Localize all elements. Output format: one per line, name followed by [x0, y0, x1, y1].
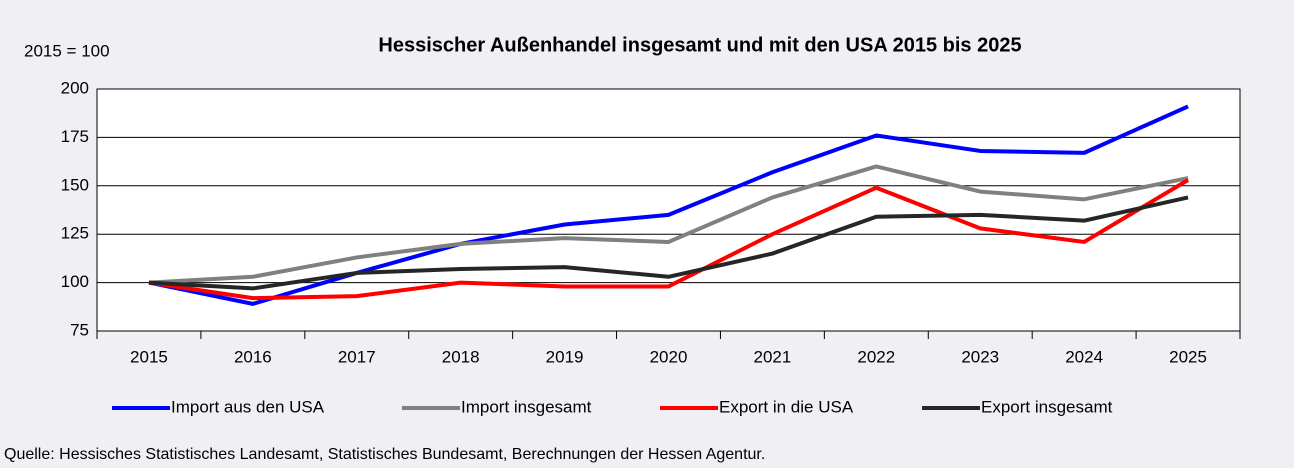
y-axis-label: 2015 = 100: [24, 41, 110, 60]
legend-label: Import insgesamt: [461, 397, 592, 416]
x-tick-label: 2021: [753, 347, 791, 366]
x-tick-label: 2020: [650, 347, 688, 366]
x-tick-label: 2018: [442, 347, 480, 366]
chart-title: Hessischer Außenhandel insgesamt und mit…: [378, 34, 1021, 56]
y-tick-label: 75: [70, 320, 89, 339]
series-line: [148, 104, 1189, 306]
x-tick-label: 2019: [546, 347, 584, 366]
series-line: [148, 195, 1189, 291]
x-tick-label: 2024: [1065, 347, 1103, 366]
source-note: Quelle: Hessisches Statistisches Landesa…: [4, 446, 765, 463]
x-tick-label: 2016: [234, 347, 272, 366]
y-tick-label: 200: [61, 78, 89, 97]
plot-area: [96, 88, 1241, 332]
x-tick-label: 2023: [961, 347, 999, 366]
y-tick-label: 125: [61, 224, 89, 243]
legend-label: Export insgesamt: [981, 397, 1113, 416]
legend-label: Export in die USA: [719, 397, 854, 416]
x-tick-label: 2015: [130, 347, 168, 366]
x-tick-label: 2017: [338, 347, 376, 366]
series-line: [148, 178, 1190, 301]
x-tick-label: 2025: [1169, 347, 1207, 366]
y-tick-label: 175: [61, 127, 89, 146]
y-tick-label: 100: [61, 272, 89, 291]
x-tick-label: 2022: [857, 347, 895, 366]
series-line: [148, 164, 1189, 285]
y-tick-label: 150: [61, 175, 89, 194]
legend-label: Import aus den USA: [171, 397, 325, 416]
